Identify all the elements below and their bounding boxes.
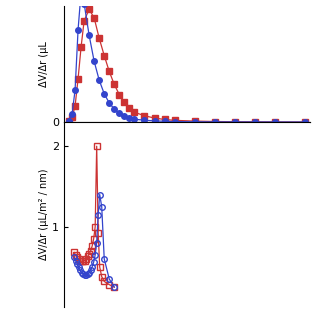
Y-axis label: ΔV/Δr (μL: ΔV/Δr (μL xyxy=(39,41,49,87)
Y-axis label: ΔV/Δr (μL/m² / nm): ΔV/Δr (μL/m² / nm) xyxy=(39,169,49,260)
Text: desorption: desorption xyxy=(125,143,192,156)
